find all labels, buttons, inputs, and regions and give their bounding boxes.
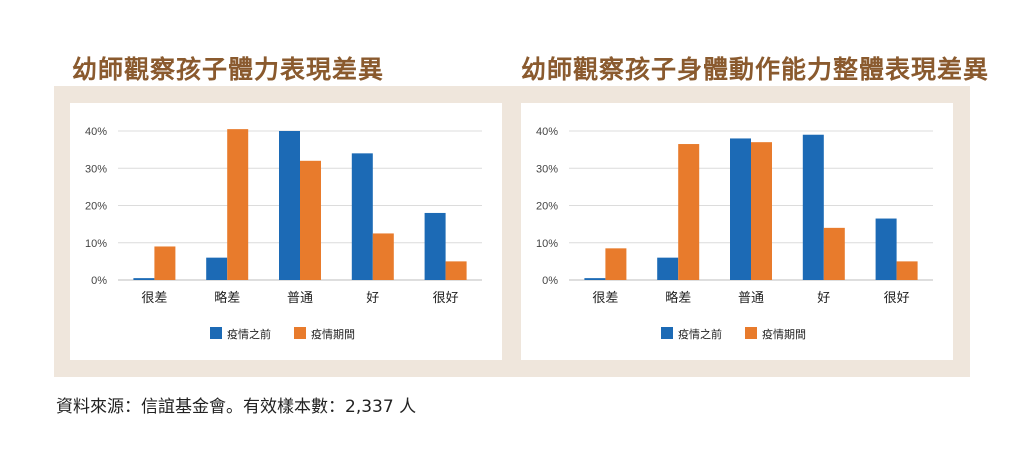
bar-during [678,144,700,280]
legend-label: 疫情之前 [227,327,271,341]
bar-before [802,134,824,280]
bar-before [584,278,606,280]
legend-label: 疫情期間 [762,327,806,341]
x-tick-label: 略差 [665,290,691,306]
x-tick-label: 很差 [592,291,618,306]
x-tick-label: 好 [817,291,830,306]
bar-before [730,138,751,280]
y-tick-label: 30% [536,163,558,175]
y-tick-label: 20% [536,201,558,213]
chart-panel-left: 0% 10% 20% 30% 40% 很差 略差 普通 好 很好疫情之前 疫情期間 [70,103,502,360]
chart-title-right: 幼師觀察孩子身體動作能力整體表現差異 [521,55,990,84]
x-tick-label: 好 [366,291,379,306]
x-tick-label: 普通 [287,291,313,306]
y-tick-label: 10% [85,238,107,250]
legend-swatch [210,327,222,339]
bar-during [154,246,176,280]
bar-during [605,248,627,280]
legend-swatch [294,327,306,339]
y-tick-label: 40% [85,126,107,138]
bar-before [657,257,679,280]
chart-title-left: 幼師觀察孩子體力表現差異 [72,55,385,84]
bar-before [133,278,155,280]
x-tick-label: 很好 [884,291,910,306]
bar-before [279,131,300,280]
bar-during [896,261,918,280]
bar-during [227,129,249,280]
bar-during [300,160,321,280]
bar-during [823,227,845,280]
legend-label: 疫情之前 [678,327,722,341]
y-tick-label: 0% [91,275,107,287]
y-tick-label: 10% [536,238,558,250]
bar-before [351,153,373,280]
bar-before [206,257,228,280]
bar-during [751,142,772,280]
chart-panel-right: 0% 10% 20% 30% 40% 很差 略差 普通 好 很好疫情之前 疫情期間 [521,103,953,360]
bar-during [445,261,467,280]
x-tick-label: 略差 [214,290,240,306]
bar-before [424,212,446,280]
y-tick-label: 0% [542,275,558,287]
source-note: 資料來源：信誼基金會。有效樣本數：2,337 人 [56,397,417,417]
legend-swatch [745,327,757,339]
x-tick-label: 很差 [141,291,167,306]
x-tick-label: 很好 [433,291,459,306]
y-tick-label: 20% [85,201,107,213]
bar-before [875,218,897,280]
legend-swatch [661,327,673,339]
x-tick-label: 普通 [738,291,764,306]
bar-during [372,233,394,280]
y-tick-label: 30% [85,163,107,175]
legend-label: 疫情期間 [311,327,355,341]
y-tick-label: 40% [536,126,558,138]
